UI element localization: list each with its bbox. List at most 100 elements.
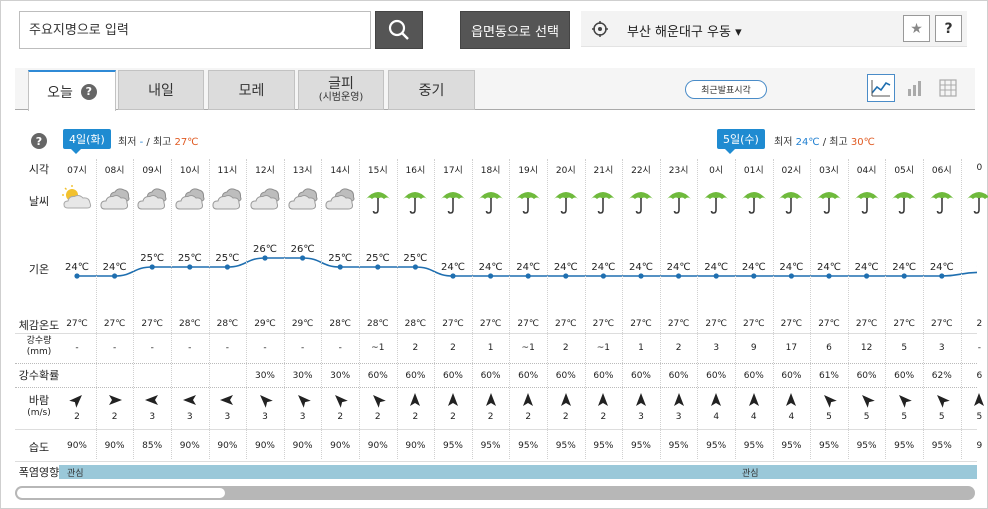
wind-speed-value: 5 bbox=[938, 412, 945, 422]
feels-like-value: 27℃ bbox=[479, 319, 502, 329]
precip-value: 2 bbox=[675, 343, 682, 353]
help-button[interactable]: ? bbox=[935, 15, 962, 42]
temperature-label: 24℃ bbox=[892, 262, 916, 273]
temperature-point bbox=[600, 273, 607, 279]
umbrella-icon bbox=[547, 185, 585, 217]
hour-label: 08시 bbox=[104, 166, 125, 176]
wind-speed-value: 3 bbox=[224, 412, 231, 422]
help-icon[interactable]: ? bbox=[31, 133, 47, 149]
search-input[interactable] bbox=[20, 12, 370, 48]
wind-arrow-icon bbox=[246, 393, 284, 409]
wind-speed-value: 5 bbox=[863, 412, 870, 422]
umbrella-icon bbox=[961, 185, 988, 217]
column-guide bbox=[95, 159, 97, 459]
precip-value: 1 bbox=[638, 343, 644, 353]
temperature-point bbox=[74, 273, 80, 279]
row-label-wind: 바람 (m/s) bbox=[15, 394, 63, 419]
column-guide bbox=[622, 159, 624, 459]
row-divider bbox=[15, 363, 977, 364]
tab-day-after[interactable]: 모레 bbox=[208, 70, 295, 110]
temperature-label: 24℃ bbox=[591, 262, 615, 273]
tab-tomorrow[interactable]: 내일 bbox=[118, 70, 204, 110]
hour-label: 16시 bbox=[405, 166, 426, 176]
humidity-value: 95% bbox=[593, 441, 614, 451]
help-icon[interactable]: ? bbox=[80, 83, 97, 100]
feels-like-value: 27℃ bbox=[103, 319, 126, 329]
precip-unit: (mm) bbox=[26, 347, 52, 357]
feels-like-value: 2 bbox=[976, 319, 983, 329]
recent-release-button[interactable]: 최근발표시각 bbox=[685, 80, 767, 99]
wind-arrow-icon bbox=[773, 393, 811, 409]
humidity-value: 95% bbox=[555, 441, 576, 451]
row-divider bbox=[15, 461, 977, 462]
hour-label: 15시 bbox=[367, 166, 388, 176]
min-label: 최저 bbox=[774, 137, 793, 148]
cloudy-icon bbox=[96, 185, 134, 217]
temperature-point bbox=[525, 273, 531, 279]
precip-value: 5 bbox=[901, 343, 908, 353]
precip-value: ~1 bbox=[521, 343, 535, 353]
precip-value: - bbox=[112, 343, 117, 353]
search-box[interactable] bbox=[19, 11, 371, 49]
column-guide bbox=[923, 159, 924, 459]
wind-arrow-icon bbox=[397, 393, 435, 409]
location-dropdown[interactable]: 부산 해운대구 우동 ▾ bbox=[627, 25, 742, 40]
wind-label: 바람 bbox=[28, 394, 50, 407]
hour-label: 17시 bbox=[443, 166, 463, 176]
cloudy-icon bbox=[246, 185, 284, 217]
temperature-point bbox=[187, 264, 193, 270]
precip-value: ~1 bbox=[371, 343, 385, 353]
bar-chart-icon[interactable] bbox=[901, 74, 929, 102]
probability-value: 60% bbox=[706, 371, 727, 381]
wind-speed-value: 5 bbox=[976, 412, 983, 422]
hour-label: 09시 bbox=[142, 166, 163, 176]
max-temp: 27℃ bbox=[174, 137, 199, 148]
feels-like-value: 29℃ bbox=[291, 319, 314, 329]
column-guide bbox=[283, 159, 285, 459]
gps-icon[interactable] bbox=[592, 21, 608, 37]
temperature-label: 24℃ bbox=[817, 262, 841, 273]
wind-arrow-icon bbox=[96, 393, 134, 409]
tomorrow-minmax: 최저 24℃ / 최고 30℃ bbox=[774, 137, 875, 148]
precip-value: 2 bbox=[412, 343, 419, 353]
precip-value: 6 bbox=[826, 343, 832, 353]
temperature-point bbox=[826, 273, 832, 279]
probability-value: 30% bbox=[330, 371, 351, 381]
line-chart-icon[interactable] bbox=[867, 74, 895, 102]
tab-third-day[interactable]: 글피 (시범운영) bbox=[298, 70, 384, 110]
wind-speed-value: 3 bbox=[186, 412, 193, 422]
wind-arrow-icon bbox=[885, 393, 923, 409]
umbrella-icon bbox=[773, 185, 811, 217]
forecast-grid: ? 4일(화) 최저 - / 최고 27℃ 5일(수) 최저 24℃ / 최고 … bbox=[15, 121, 988, 487]
favorite-button[interactable]: ★ bbox=[903, 15, 930, 42]
region-select-button[interactable]: 읍면동으로 선택 bbox=[460, 11, 570, 49]
precip-value: 3 bbox=[713, 343, 720, 353]
date-badge-tomorrow: 5일(수) bbox=[717, 129, 765, 154]
precip-value: - bbox=[225, 343, 230, 353]
feels-like-value: 27℃ bbox=[592, 319, 615, 329]
tab-midterm[interactable]: 중기 bbox=[388, 70, 475, 110]
cloudy-icon bbox=[209, 185, 247, 217]
humidity-value: 95% bbox=[480, 441, 501, 451]
humidity-value: 9 bbox=[976, 441, 983, 451]
wind-unit: (m/s) bbox=[27, 408, 51, 418]
tab-sublabel: (시범운영) bbox=[318, 91, 364, 103]
tab-today[interactable]: 오늘 ? bbox=[28, 70, 116, 111]
wind-speed-value: 3 bbox=[638, 412, 644, 422]
feels-like-value: 29℃ bbox=[254, 319, 276, 329]
search-button[interactable] bbox=[375, 11, 423, 49]
column-guide bbox=[321, 159, 323, 459]
temperature-label: 25℃ bbox=[403, 253, 427, 264]
feels-like-value: 27℃ bbox=[667, 319, 690, 329]
probability-value: 60% bbox=[555, 371, 576, 381]
table-icon[interactable] bbox=[934, 74, 962, 102]
horizontal-scrollbar[interactable] bbox=[15, 486, 975, 500]
scrollbar-thumb[interactable] bbox=[17, 488, 225, 498]
wind-arrow-icon bbox=[810, 393, 848, 409]
precip-label: 강수량 bbox=[26, 336, 52, 346]
column-guide bbox=[509, 159, 511, 459]
umbrella-icon bbox=[810, 185, 848, 217]
wind-arrow-icon bbox=[547, 393, 585, 409]
precip-value: 9 bbox=[750, 343, 757, 353]
wind-arrow-icon bbox=[359, 393, 397, 409]
